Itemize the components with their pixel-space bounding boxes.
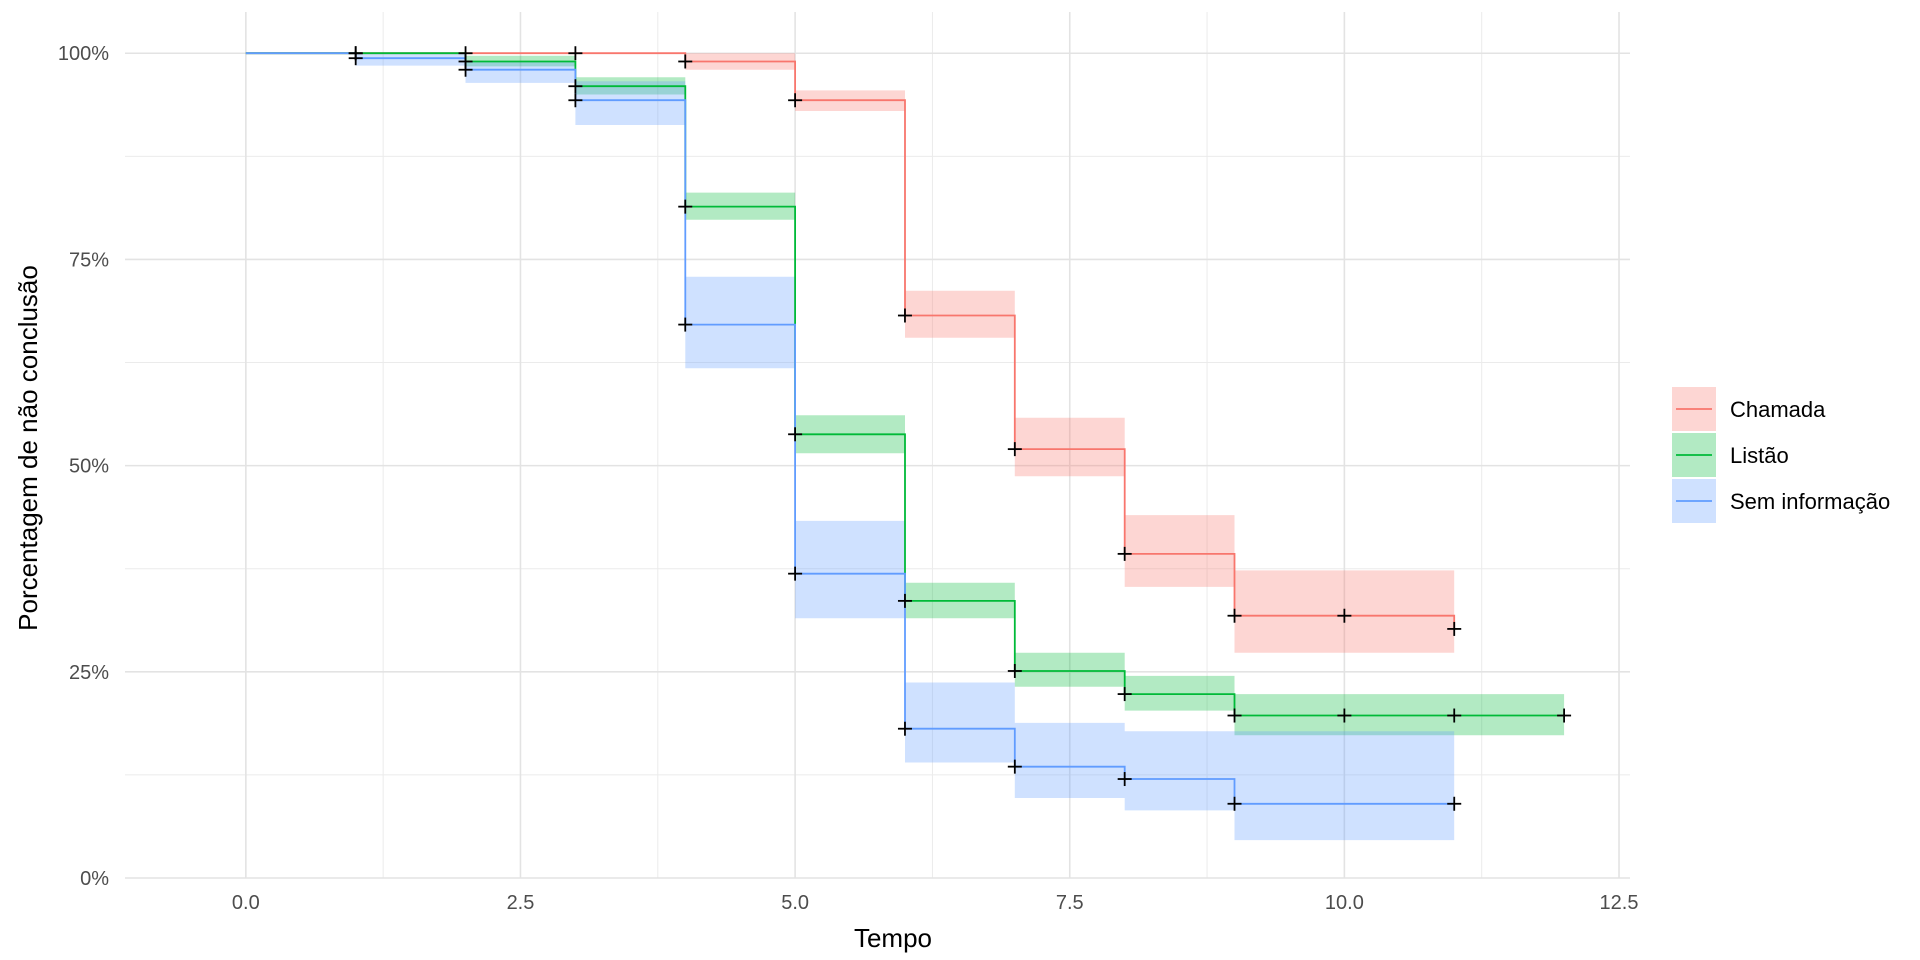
grid-lines — [125, 12, 1630, 879]
censor-mark-chamada — [1447, 621, 1462, 636]
censor-mark-chamada — [1007, 442, 1022, 457]
censor-mark-chamada — [788, 93, 803, 108]
x-tick-label: 5.0 — [781, 892, 809, 914]
y-axis-title: Porcentagem de não conclusão — [13, 265, 43, 631]
censor-mark-chamada — [568, 46, 583, 61]
censor-mark-list-o — [1117, 687, 1132, 702]
x-tick-label: 7.5 — [1056, 892, 1084, 914]
censor-mark-list-o — [897, 593, 912, 608]
band-sem-informa-o — [245, 53, 1455, 841]
censor-mark-list-o — [1007, 663, 1022, 678]
censor-mark-list-o — [1337, 708, 1352, 723]
legend: Chamada Listão Sem informação — [1672, 387, 1890, 523]
legend-label-sem-informa-o: Sem informação — [1730, 489, 1890, 514]
y-tick-label: 75% — [69, 249, 109, 271]
x-axis-title: Tempo — [854, 923, 932, 953]
censor-mark-sem-informa-o — [568, 93, 583, 108]
censor-mark-list-o — [788, 427, 803, 442]
censor-mark-sem-informa-o — [788, 566, 803, 581]
x-tick-label: 12.5 — [1600, 892, 1639, 914]
censor-mark-list-o — [678, 199, 693, 214]
censor-mark-sem-informa-o — [458, 62, 473, 77]
x-tick-label: 2.5 — [507, 892, 535, 914]
legend-item-sem-informa-o: Sem informação — [1672, 479, 1890, 523]
censor-mark-list-o — [1447, 708, 1462, 723]
censor-mark-sem-informa-o — [897, 721, 912, 736]
x-axis-ticks: 0.0 2.5 5.0 7.5 10.0 12.5 — [232, 892, 1639, 914]
y-tick-label: 25% — [69, 662, 109, 684]
censor-mark-chamada — [1337, 608, 1352, 623]
x-tick-label: 0.0 — [232, 892, 260, 914]
censor-mark-sem-informa-o — [678, 317, 693, 332]
censor-mark-chamada — [1117, 546, 1132, 561]
censor-mark-chamada — [678, 54, 693, 69]
censor-marks — [348, 46, 1572, 811]
censor-mark-sem-informa-o — [1117, 772, 1132, 787]
censor-mark-list-o — [568, 79, 583, 94]
legend-item-chamada: Chamada — [1672, 387, 1826, 431]
censor-mark-chamada — [1227, 608, 1242, 623]
censor-mark-chamada — [897, 308, 912, 323]
legend-label-chamada: Chamada — [1730, 397, 1826, 422]
legend-item-list-o: Listão — [1672, 433, 1789, 477]
x-tick-label: 10.0 — [1325, 892, 1364, 914]
y-tick-label: 100% — [58, 43, 109, 65]
censor-mark-sem-informa-o — [1447, 796, 1462, 811]
censor-mark-sem-informa-o — [1007, 759, 1022, 774]
censor-mark-sem-informa-o — [1227, 796, 1242, 811]
y-axis-ticks: 0% 25% 50% 75% 100% — [58, 43, 109, 890]
line-list-o — [245, 52, 1565, 717]
confidence-bands — [245, 53, 1565, 841]
censor-mark-sem-informa-o — [348, 51, 363, 66]
censor-mark-list-o — [1557, 708, 1572, 723]
y-tick-label: 0% — [80, 868, 109, 890]
band-chamada — [245, 53, 1455, 668]
y-tick-label: 50% — [69, 456, 109, 478]
censor-mark-list-o — [1227, 708, 1242, 723]
line-chamada — [245, 52, 1456, 629]
legend-label-list-o: Listão — [1730, 443, 1789, 468]
